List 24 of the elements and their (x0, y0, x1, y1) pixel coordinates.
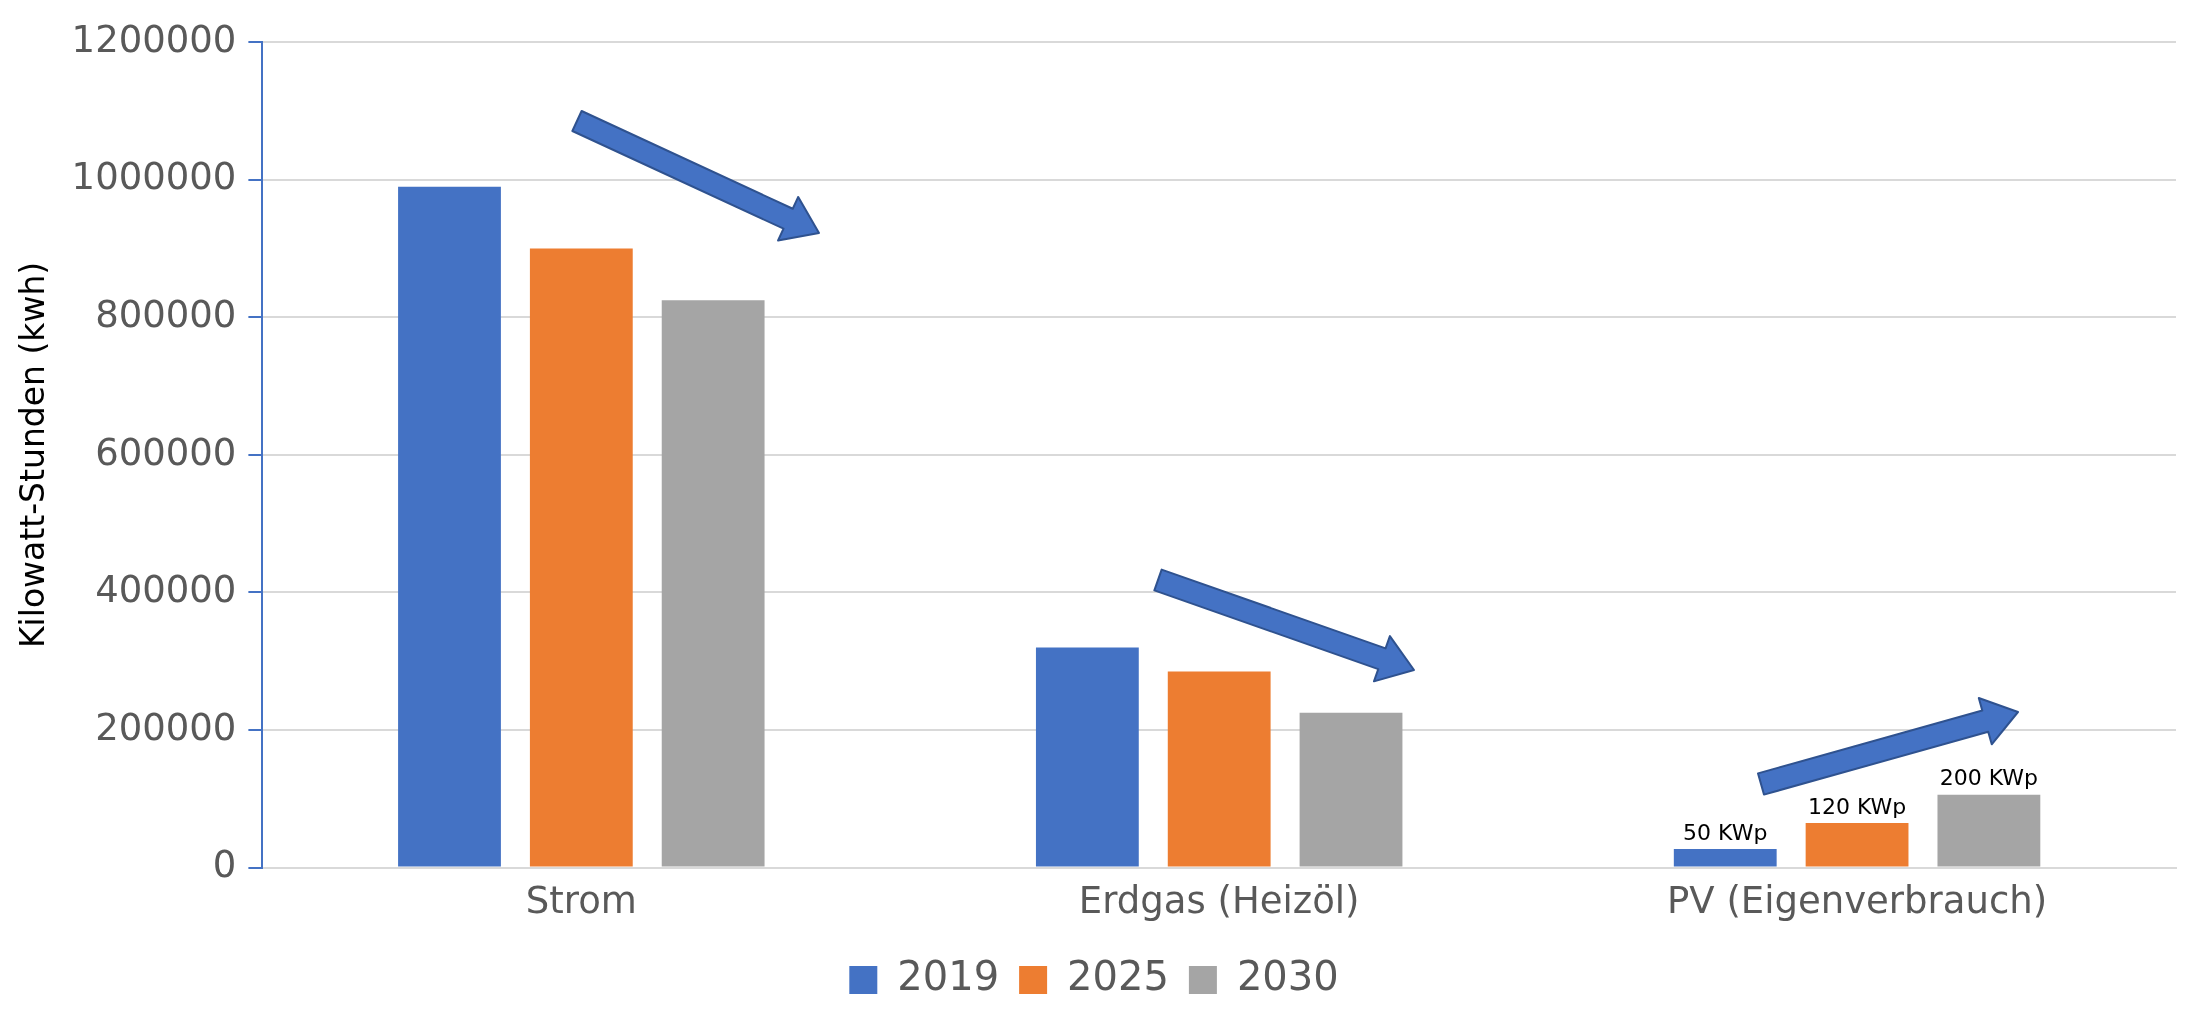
y-tick-label: 1200000 (71, 17, 237, 61)
y-tick-label: 600000 (95, 430, 237, 474)
y-axis-title: Kilowatt-Stunden (kwh) (13, 261, 53, 649)
bar (1299, 712, 1403, 867)
x-tick-label: Strom (525, 879, 637, 923)
legend-label: 2019 (897, 953, 1000, 1000)
annotation: 50 KWp (1683, 819, 1768, 845)
y-tick-label: 800000 (95, 292, 237, 336)
x-tick-label: PV (Eigenverbrauch) (1667, 879, 2048, 923)
bar (1805, 822, 1909, 867)
y-tick-label: 400000 (95, 568, 237, 612)
bar (529, 248, 633, 867)
bar (661, 300, 765, 867)
y-tick-label: 0 (212, 843, 237, 887)
annotation: 200 KWp (1939, 765, 2039, 791)
y-tick-label: 200000 (95, 705, 237, 749)
bar (1673, 849, 1777, 867)
annotation: 120 KWp (1807, 793, 1907, 819)
legend-label: 2025 (1067, 953, 1169, 1000)
x-tick-label: Erdgas (Heizöl) (1078, 879, 1360, 923)
legend-label: 2030 (1236, 953, 1339, 1000)
bar (398, 186, 501, 867)
bar (1035, 647, 1139, 867)
y-tick-label: 1000000 (71, 155, 237, 199)
